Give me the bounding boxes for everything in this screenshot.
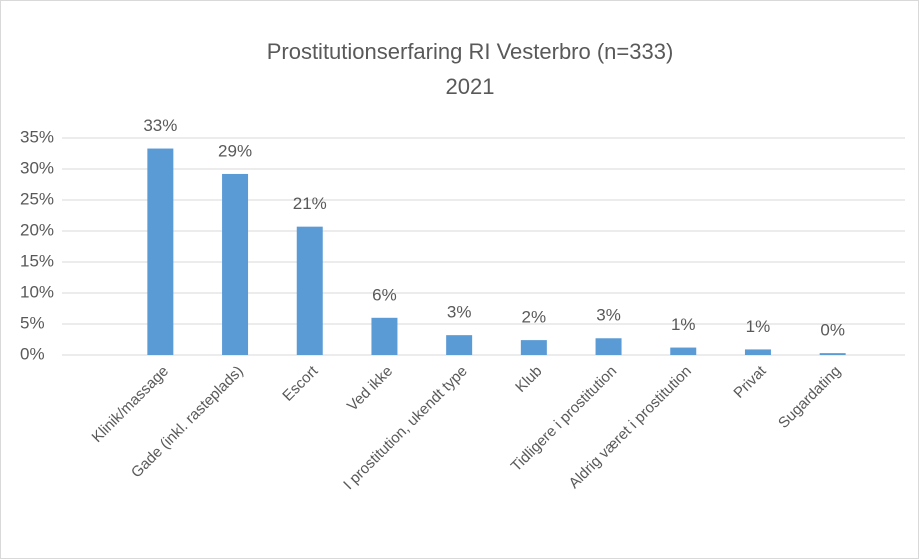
value-label: 2% — [522, 308, 547, 327]
bar — [222, 173, 249, 355]
chart-subtitle: 2021 — [446, 74, 495, 99]
y-tick-label: 35% — [20, 127, 54, 146]
value-label: 29% — [218, 141, 252, 160]
bar — [446, 335, 473, 355]
chart-title: Prostitutionserfaring RI Vesterbro (n=33… — [267, 39, 674, 64]
value-label: 3% — [596, 306, 621, 325]
bar — [595, 338, 622, 355]
bar — [147, 148, 174, 355]
y-tick-label: 5% — [20, 313, 45, 332]
value-label: 6% — [372, 285, 397, 304]
value-label: 1% — [671, 315, 696, 334]
y-tick-label: 25% — [20, 189, 54, 208]
y-tick-label: 15% — [20, 251, 54, 270]
bar — [520, 340, 547, 355]
bar — [670, 347, 697, 355]
bar — [744, 349, 771, 355]
value-label: 33% — [143, 116, 177, 135]
y-tick-label: 0% — [20, 344, 45, 363]
bar — [371, 317, 398, 355]
bar — [819, 353, 846, 355]
value-label: 3% — [447, 303, 472, 322]
y-tick-label: 20% — [20, 220, 54, 239]
value-label: 0% — [820, 321, 845, 340]
y-tick-label: 30% — [20, 158, 54, 177]
value-label: 1% — [746, 317, 771, 336]
bar — [296, 226, 323, 355]
y-tick-label: 10% — [20, 282, 54, 301]
value-label: 21% — [293, 194, 327, 213]
